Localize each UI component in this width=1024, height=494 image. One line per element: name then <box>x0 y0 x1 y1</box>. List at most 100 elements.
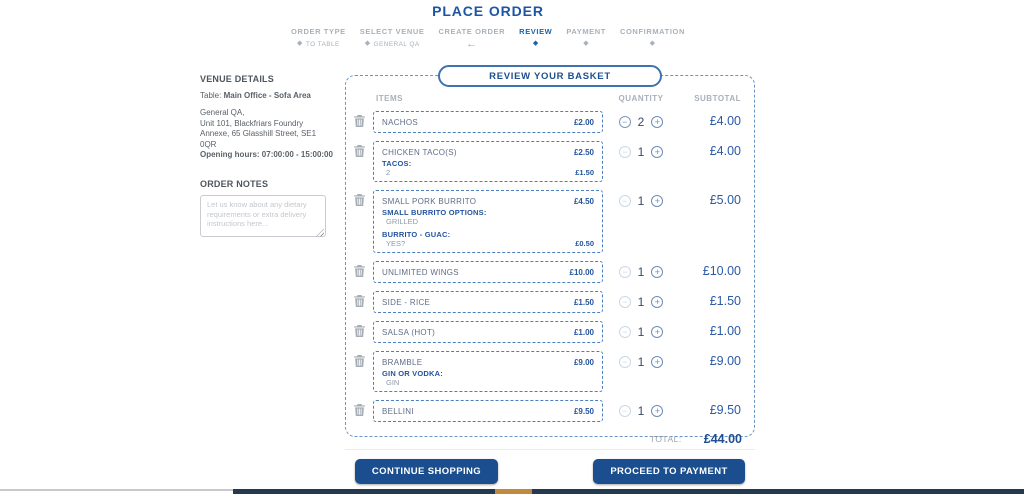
quantity-decrease-icon[interactable]: − <box>618 194 631 207</box>
basket-columns-header: ITEMS QUANTITY SUBTOTAL <box>354 94 741 103</box>
basket-items-list: NACHOS £2.00 − 2 + £4.00 CHI <box>354 111 741 422</box>
modifier-price: £1.50 <box>575 167 594 177</box>
item-modifier: TACOS: 2 £1.50 <box>382 159 594 178</box>
opening-hours-label: Opening hours: <box>200 150 260 159</box>
modifier-line: GRILLED <box>382 216 594 227</box>
quantity-increase-icon[interactable]: + <box>651 404 664 417</box>
item-subtotal: £10.00 <box>702 264 741 278</box>
venue-details-panel: VENUE DETAILS Table: Main Office - Sofa … <box>200 74 334 241</box>
modifier-label: SMALL BURRITO OPTIONS: <box>382 208 487 217</box>
step-sublabel: GENERAL QA <box>373 40 420 48</box>
quantity-value: 1 <box>637 193 645 208</box>
quantity-value: 2 <box>637 114 645 129</box>
footer-navy-bar <box>233 489 1024 494</box>
trash-icon[interactable] <box>354 115 373 127</box>
item-subtotal: £9.00 <box>709 354 741 368</box>
item-box: UNLIMITED WINGS £10.00 <box>373 261 603 283</box>
step-label: CONFIRMATION <box>619 27 685 36</box>
item-main-line: CHICKEN TACO(S) £2.50 <box>382 147 594 158</box>
quantity-decrease-icon[interactable]: − <box>618 325 631 338</box>
quantity-control: − 1 + <box>603 291 679 312</box>
quantity-increase-icon[interactable]: + <box>651 325 664 338</box>
quantity-decrease-icon[interactable]: − <box>618 404 631 417</box>
quantity-decrease-icon[interactable]: − <box>618 115 631 128</box>
step-meta: ◆ <box>583 40 589 48</box>
quantity-increase-icon[interactable]: + <box>651 145 664 158</box>
quantity-control: − 1 + <box>603 321 679 342</box>
item-modifier: GIN OR VODKA: GIN <box>382 369 594 388</box>
quantity-decrease-icon[interactable]: − <box>618 145 631 158</box>
item-price: £1.50 <box>573 298 594 307</box>
trash-icon[interactable] <box>354 355 373 367</box>
basket-item-row: BELLINI £9.50 − 1 + £9.50 <box>354 400 741 422</box>
quantity-decrease-icon[interactable]: − <box>618 295 631 308</box>
total-value: £44.00 <box>703 432 742 446</box>
quantity-control: − 1 + <box>603 351 679 372</box>
item-price: £2.50 <box>573 148 594 157</box>
quantity-increase-icon[interactable]: + <box>651 194 664 207</box>
step-select-venue[interactable]: SELECT VENUE ◆ GENERAL QA <box>360 27 425 48</box>
step-diamond-icon: ◆ <box>364 40 371 47</box>
step-meta: ◆ <box>533 40 539 48</box>
quantity-value: 1 <box>637 294 645 309</box>
step-label: REVIEW <box>519 27 553 36</box>
quantity-increase-icon[interactable]: + <box>651 115 664 128</box>
quantity-increase-icon[interactable]: + <box>651 355 664 368</box>
quantity-increase-icon[interactable]: + <box>651 265 664 278</box>
proceed-to-payment-button[interactable]: PROCEED TO PAYMENT <box>593 459 745 484</box>
venue-opening-hours: Opening hours: 07:00:00 - 15:00:00 <box>200 150 334 161</box>
trash-icon[interactable] <box>354 325 373 337</box>
trash-icon[interactable] <box>354 295 373 307</box>
item-main-line: BRAMBLE £9.00 <box>382 357 594 368</box>
modifier-label: BURRITO - GUAC: <box>382 230 451 239</box>
order-notes-input[interactable] <box>200 195 326 237</box>
item-box: BRAMBLE £9.00 GIN OR VODKA: GIN <box>373 351 603 392</box>
modifier-line: 2 £1.50 <box>382 167 594 178</box>
trash-icon[interactable] <box>354 404 373 416</box>
quantity-control: − 1 + <box>603 190 679 211</box>
basket-item-row: BRAMBLE £9.00 GIN OR VODKA: GIN − 1 + £9… <box>354 351 741 392</box>
quantity-decrease-icon[interactable]: − <box>618 355 631 368</box>
trash-icon[interactable] <box>354 265 373 277</box>
resize-grip-icon[interactable] <box>316 228 324 237</box>
item-name: NACHOS <box>382 118 419 127</box>
item-subtotal: £1.50 <box>709 294 741 308</box>
column-items: ITEMS <box>376 94 403 103</box>
trash-icon[interactable] <box>354 194 373 206</box>
step-create-order[interactable]: CREATE ORDER ← <box>439 27 506 50</box>
item-modifier: SMALL BURRITO OPTIONS: GRILLED <box>382 208 594 227</box>
basket-item-row: CHICKEN TACO(S) £2.50 TACOS: 2 £1.50 − 1… <box>354 141 741 182</box>
quantity-control: − 1 + <box>603 261 679 282</box>
quantity-decrease-icon[interactable]: − <box>618 265 631 278</box>
footer-gray-line <box>0 489 233 491</box>
step-meta: ← <box>466 39 477 50</box>
opening-hours-value: 07:00:00 - 15:00:00 <box>261 150 333 159</box>
venue-table-label: Table: <box>200 90 222 100</box>
step-diamond-icon: ◆ <box>532 40 539 47</box>
item-main-line: UNLIMITED WINGS £10.00 <box>382 267 594 278</box>
basket-item-row: SALSA (HOT) £1.00 − 1 + £1.00 <box>354 321 741 343</box>
venue-details-heading: VENUE DETAILS <box>200 74 274 84</box>
stepper: ORDER TYPE ◆ TO TABLE SELECT VENUE ◆ GEN… <box>0 27 976 50</box>
step-label: PAYMENT <box>566 27 606 36</box>
quantity-value: 1 <box>637 144 645 159</box>
item-name: SMALL PORK BURRITO <box>382 197 477 206</box>
total-label: TOTAL: <box>649 434 682 444</box>
quantity-increase-icon[interactable]: + <box>651 295 664 308</box>
basket-total-row: TOTAL: £44.00 <box>345 429 755 450</box>
modifier-line: GIN <box>382 378 594 388</box>
item-price: £10.00 <box>569 268 594 277</box>
item-price: £2.00 <box>573 118 594 127</box>
page-title: PLACE ORDER <box>432 3 544 19</box>
item-box: SIDE - RICE £1.50 <box>373 291 603 313</box>
item-main-line: SMALL PORK BURRITO £4.50 <box>382 196 594 207</box>
step-diamond-icon: ◆ <box>297 40 303 47</box>
basket-item-row: UNLIMITED WINGS £10.00 − 1 + £10.00 <box>354 261 741 283</box>
modifier-value: GRILLED <box>386 216 419 226</box>
trash-icon[interactable] <box>354 145 373 157</box>
step-confirmation: CONFIRMATION ◆ <box>620 27 685 48</box>
continue-shopping-button[interactable]: CONTINUE SHOPPING <box>355 459 498 484</box>
step-order-type[interactable]: ORDER TYPE ◆ TO TABLE <box>291 27 346 48</box>
venue-address: General QA, Unit 101, Blackfriars Foundr… <box>200 108 317 149</box>
item-box: SMALL PORK BURRITO £4.50 SMALL BURRITO O… <box>373 190 603 253</box>
